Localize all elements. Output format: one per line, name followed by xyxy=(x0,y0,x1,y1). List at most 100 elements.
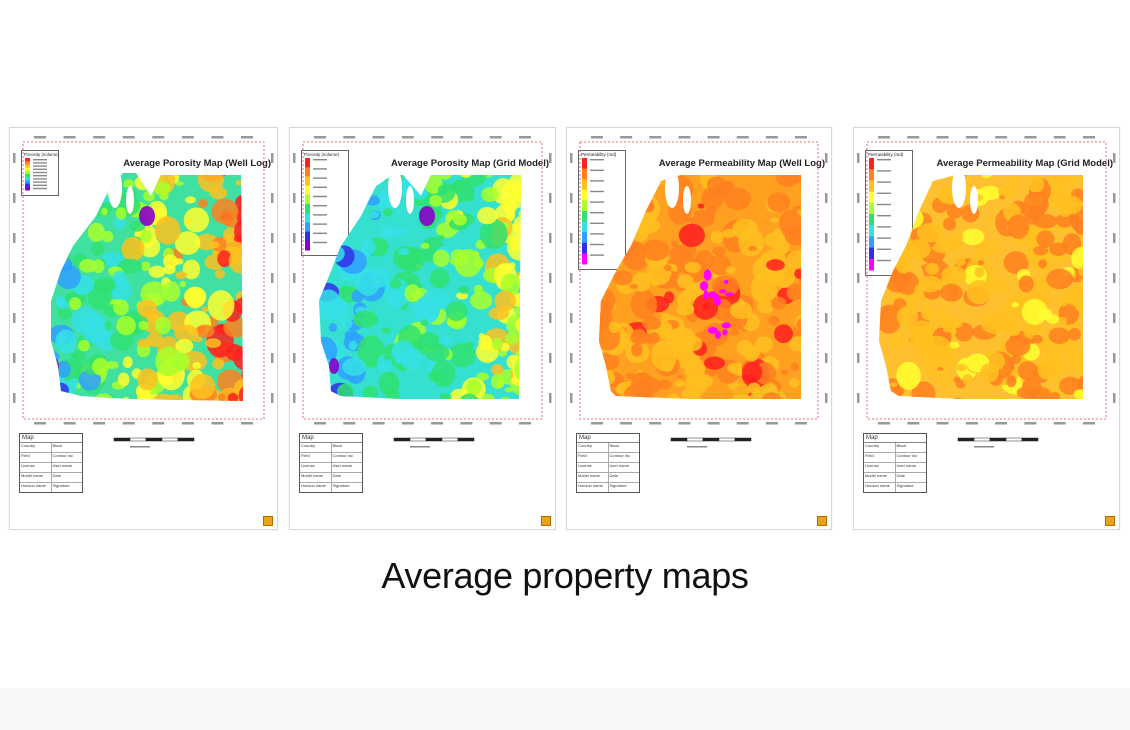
surface-cell xyxy=(404,284,421,303)
surface-cell xyxy=(196,326,206,335)
surface-cell xyxy=(157,358,186,391)
axis-tick-mark xyxy=(13,353,16,363)
surface-cell xyxy=(1016,386,1038,399)
surface-cell xyxy=(1064,286,1083,306)
surface-cell xyxy=(243,281,254,293)
surface-cell xyxy=(504,387,513,393)
surface-cell xyxy=(966,353,990,373)
surface-cell xyxy=(599,369,616,386)
surface-cell xyxy=(630,175,657,190)
surface-cell xyxy=(189,385,217,401)
surface-cell xyxy=(51,370,58,377)
surface-cell xyxy=(762,272,775,284)
surface-cell xyxy=(686,308,699,323)
surface-cell xyxy=(507,234,521,261)
axis-tick-mark xyxy=(649,136,662,139)
surface-cell xyxy=(893,383,905,396)
surface-cell xyxy=(1073,355,1083,371)
axis-tick-mark xyxy=(995,422,1008,425)
surface-cell xyxy=(415,346,426,355)
surface-cell xyxy=(712,246,726,257)
surface-cell xyxy=(51,233,68,252)
surface-cell xyxy=(923,259,950,283)
surface-cell xyxy=(439,393,452,399)
surface-cell xyxy=(449,388,470,399)
surface-cell xyxy=(663,359,674,370)
axis-tick-mark xyxy=(460,136,473,139)
surface-cell xyxy=(936,186,961,204)
surface-cell xyxy=(513,215,521,228)
axis-tick-mark xyxy=(211,136,224,139)
surface-cell xyxy=(92,259,105,274)
surface-cell xyxy=(494,262,517,288)
surface-cell xyxy=(319,339,347,371)
surface-cell xyxy=(108,266,124,277)
surface-cell xyxy=(119,314,142,335)
surface-cell xyxy=(396,227,406,236)
surface-cell xyxy=(227,393,239,401)
surface-cell xyxy=(732,294,754,310)
surface-cell xyxy=(88,313,107,330)
surface-cell xyxy=(181,296,196,307)
surface-cell xyxy=(732,218,759,240)
surface-cell xyxy=(630,221,649,242)
surface-cell xyxy=(436,222,457,239)
surface-cell xyxy=(684,212,695,223)
surface-cell xyxy=(608,391,618,399)
axis-tick-mark xyxy=(293,193,296,203)
surface-cell xyxy=(330,387,352,399)
surface-cell xyxy=(217,369,243,394)
surface-cell xyxy=(149,173,176,196)
surface-cell xyxy=(92,181,107,196)
surface-cell xyxy=(57,298,68,310)
surface-cell xyxy=(214,269,225,279)
surface-cell xyxy=(51,367,54,390)
surface-cell xyxy=(100,252,124,267)
surface-cell xyxy=(920,244,946,264)
surface-cell xyxy=(241,214,243,228)
surface-cell xyxy=(74,362,102,382)
surface-cell xyxy=(468,196,475,202)
surface-cell xyxy=(36,241,50,256)
low-permeability-spot xyxy=(705,269,711,277)
surface-cell xyxy=(619,379,630,388)
surface-cell xyxy=(448,249,469,267)
surface-cell xyxy=(239,240,243,259)
surface-cell xyxy=(355,267,381,296)
surface-cell xyxy=(73,349,86,363)
surface-cell xyxy=(664,291,675,304)
axis-tick-mark xyxy=(271,193,274,203)
surface-cell xyxy=(447,310,467,330)
surface-cell xyxy=(599,296,617,315)
surface-cell xyxy=(733,384,753,398)
surface-cell xyxy=(123,179,135,189)
surface-cell xyxy=(353,310,379,328)
surface-cell xyxy=(94,393,113,401)
surface-cell xyxy=(1072,284,1083,304)
surface-cell xyxy=(369,210,381,221)
surface-cell xyxy=(525,228,536,235)
company-logo xyxy=(1105,516,1115,526)
surface-cell xyxy=(959,258,977,270)
surface-cell xyxy=(1061,266,1075,277)
surface-cell xyxy=(129,220,146,232)
surface-cell xyxy=(911,334,932,352)
surface-cell xyxy=(765,197,786,213)
surface-cell xyxy=(950,318,963,328)
surface-cell xyxy=(983,311,1011,332)
surface-cell xyxy=(627,229,640,243)
surface-cell xyxy=(615,381,642,398)
surface-cell xyxy=(182,259,201,280)
surface-cell xyxy=(1011,200,1026,216)
surface-cell xyxy=(206,325,234,358)
info-label: Model name xyxy=(578,473,601,478)
surface-cell xyxy=(651,280,659,287)
surface-cell xyxy=(420,318,428,326)
low-permeability-spot xyxy=(703,269,712,281)
surface-cell xyxy=(966,279,992,305)
surface-cell xyxy=(1019,226,1047,248)
surface-cell xyxy=(632,272,652,292)
surface-cell xyxy=(125,250,136,258)
surface-cell xyxy=(692,392,701,399)
scale-segment xyxy=(670,437,688,442)
